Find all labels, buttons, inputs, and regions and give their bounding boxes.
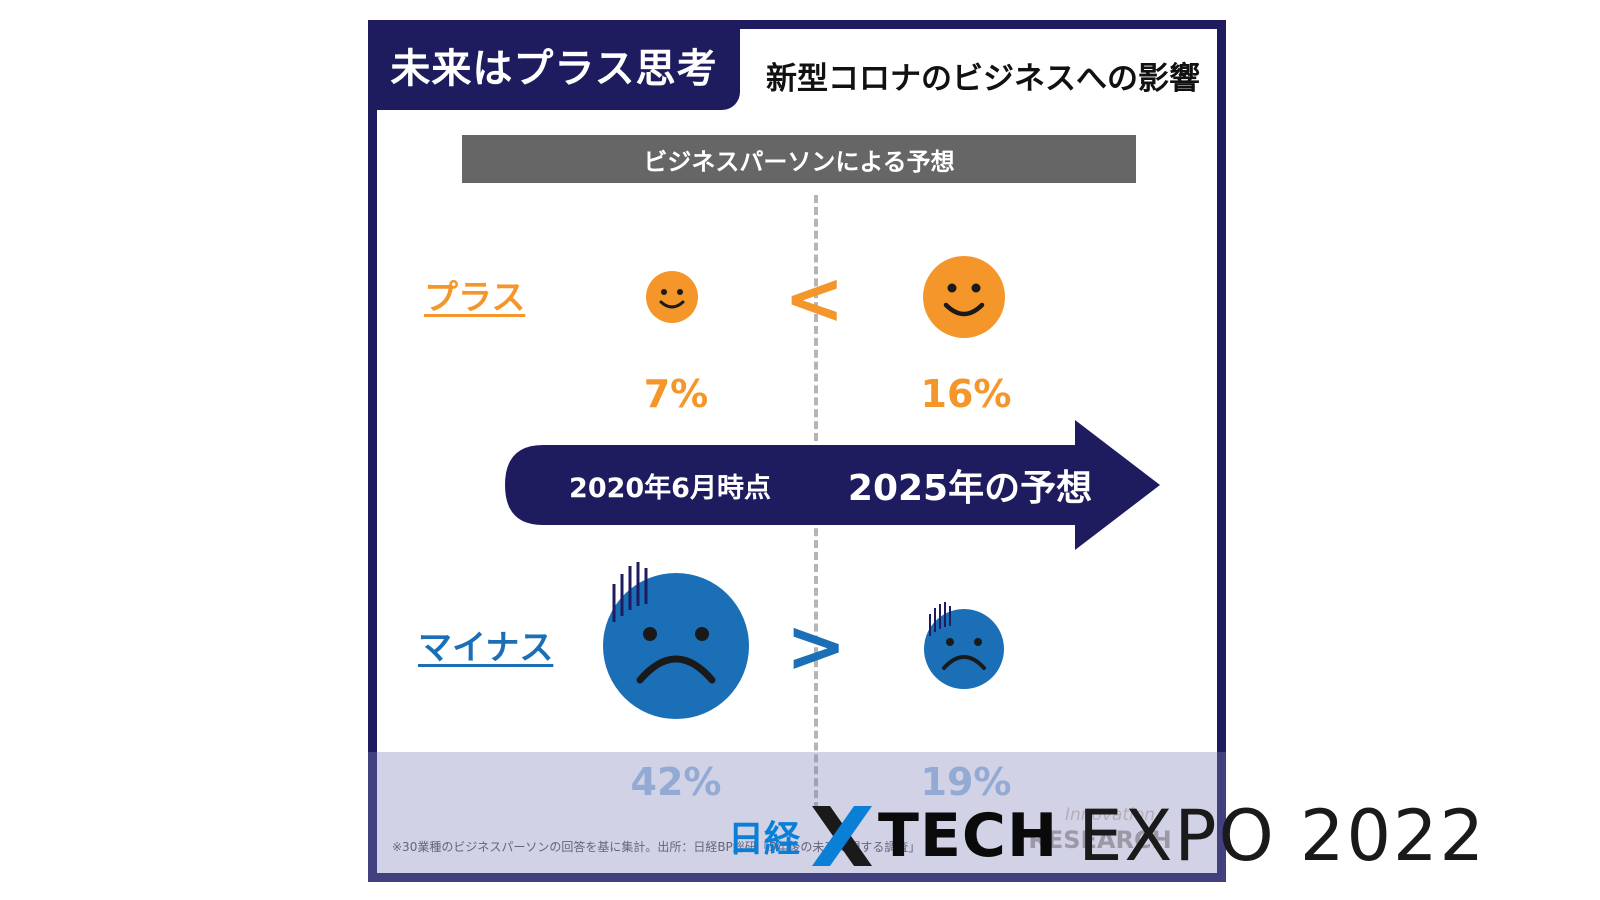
sad-face-icon <box>603 562 749 719</box>
nikkei-xtech-expo-logo: 日経 TECH EXPO 2022 <box>728 795 1487 877</box>
minus-2025-percent: 19% <box>920 760 1012 804</box>
header-title-tab: 未来はプラス思考 <box>368 20 740 110</box>
smiley-face-icon <box>646 271 698 323</box>
xtech-brand-text: TECH <box>878 801 1059 871</box>
sad-face-icon <box>924 602 1004 689</box>
plus-2020-percent: 7% <box>643 372 709 416</box>
source-footnote: ※30業種のビジネスパーソンの回答を基に集計。出所：日経BP総研「5年後の未来に… <box>392 840 921 854</box>
arrow-label-2020: 2020年6月時点 <box>569 472 771 504</box>
svg-text:Innovation: Innovation <box>1065 805 1155 825</box>
plus-label: プラス <box>424 278 526 318</box>
video-overlay-band <box>368 752 1226 882</box>
expo-year-text: EXPO 2022 <box>1078 795 1487 877</box>
arrow-label-2025: 2025年の予想 <box>847 468 1093 509</box>
plus-2025-percent: 16% <box>920 372 1012 416</box>
subhead-bar: ビジネスパーソンによる予想 <box>462 135 1136 183</box>
x-logo-icon <box>812 806 873 866</box>
timeline-arrow <box>505 420 1160 550</box>
minus-label: マイナス <box>418 628 554 668</box>
minus-2020-percent: 42% <box>630 760 722 804</box>
greater-than-sign: > <box>786 604 847 688</box>
header-subtitle: 新型コロナのビジネスへの影響 <box>766 60 1200 97</box>
nikkei-brand-text: 日経 <box>728 819 801 860</box>
less-than-sign: < <box>784 256 845 340</box>
svg-text:RESEARCH: RESEARCH <box>1028 826 1171 854</box>
innovation-research-logo: Innovation RESEARCH <box>1028 805 1171 854</box>
smiley-face-icon <box>923 256 1005 338</box>
